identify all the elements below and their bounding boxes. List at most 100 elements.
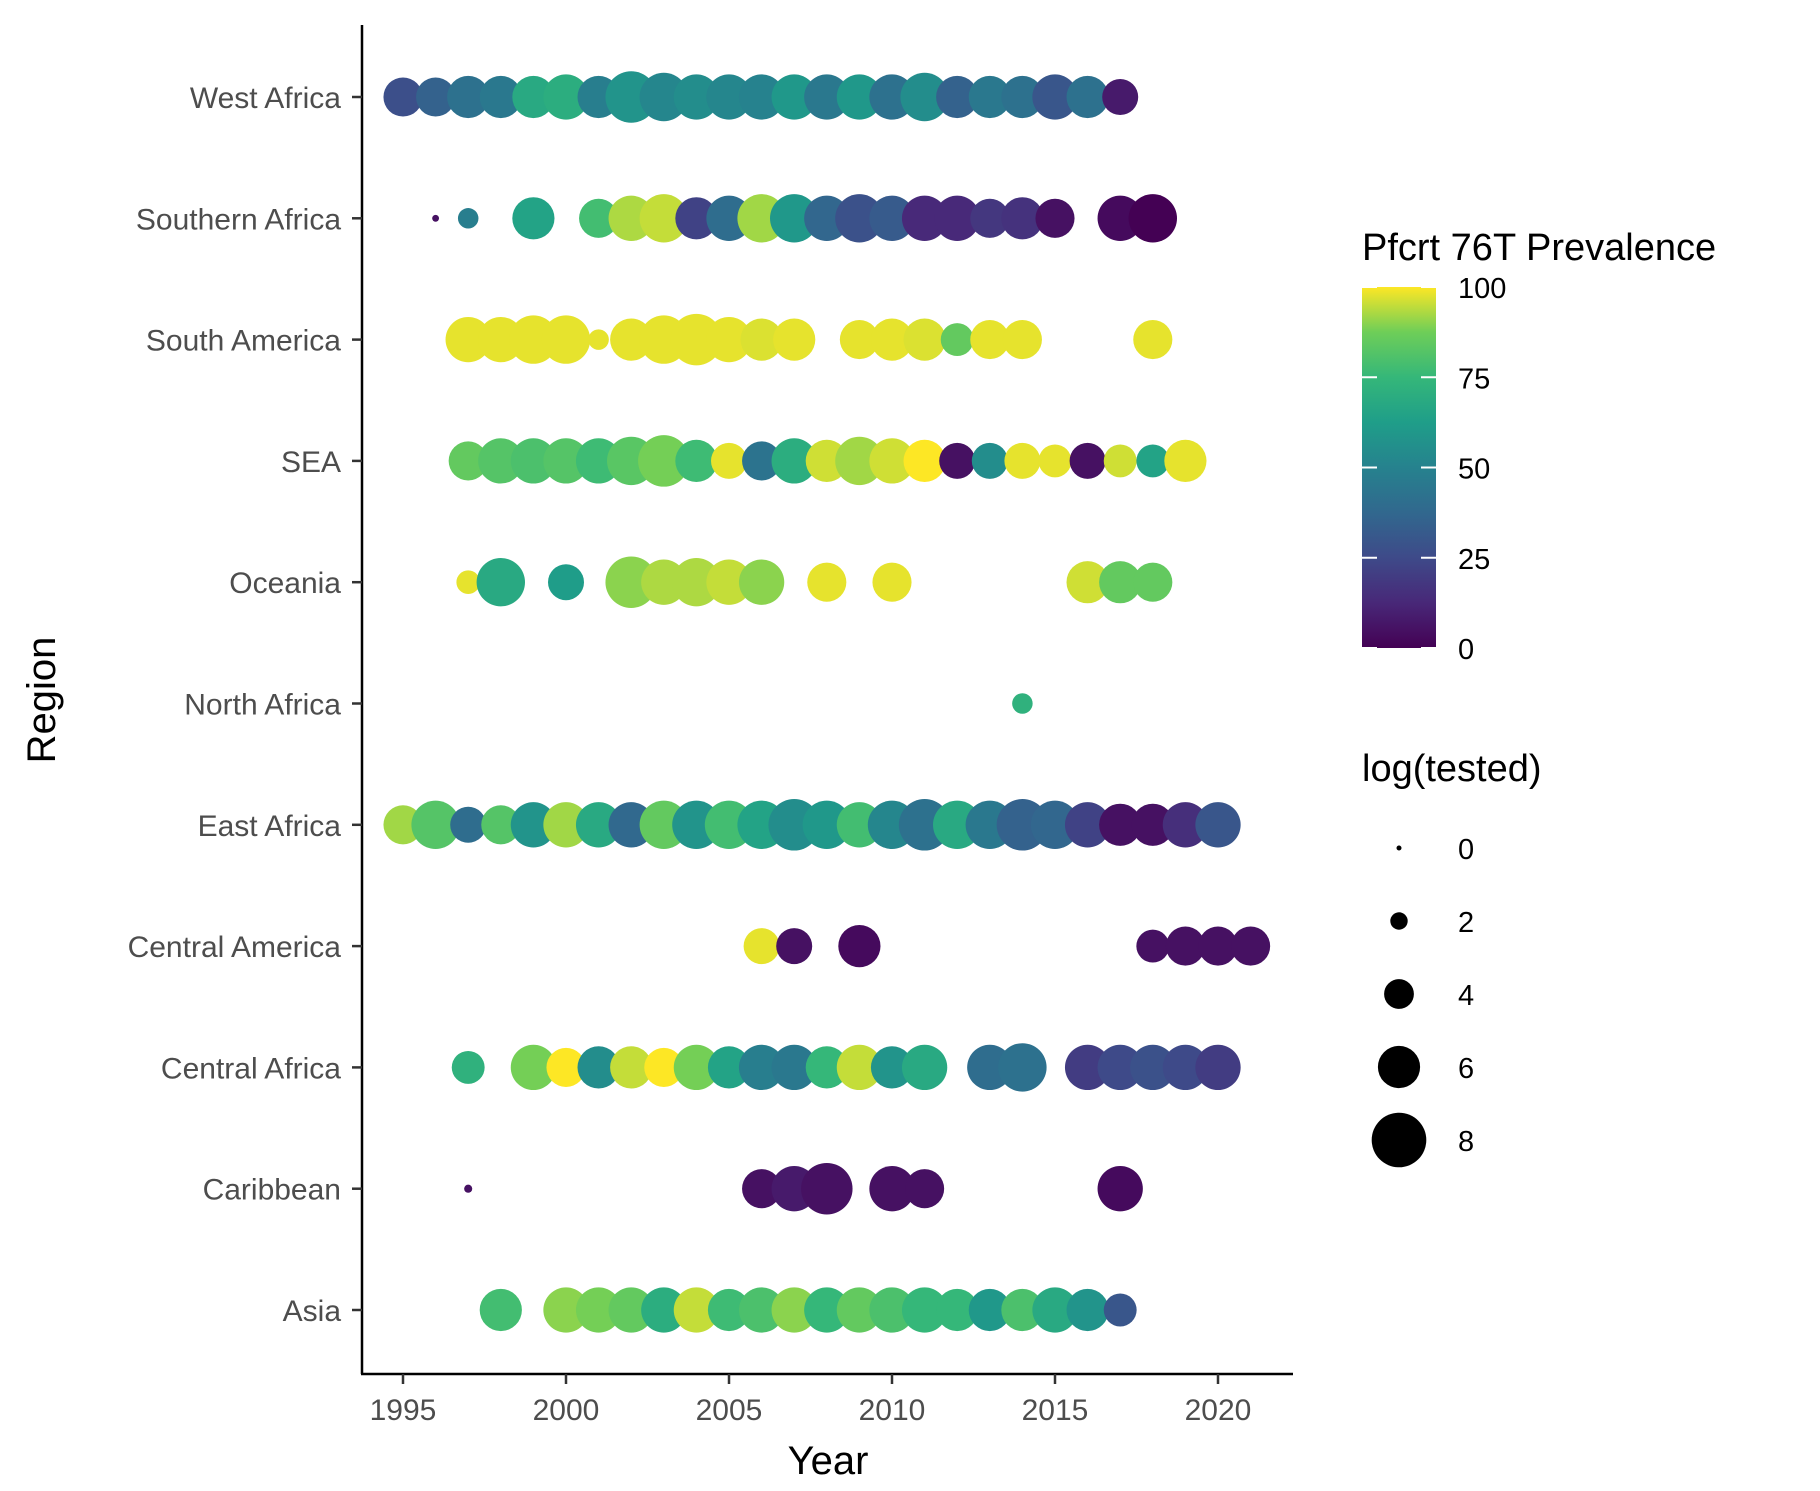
data-point bbox=[738, 74, 785, 120]
data-point bbox=[383, 805, 423, 845]
data-point bbox=[451, 1050, 485, 1084]
data-point bbox=[673, 74, 720, 120]
data-point bbox=[869, 1287, 915, 1333]
data-point bbox=[940, 323, 974, 357]
data-point bbox=[1032, 1287, 1078, 1333]
data-point bbox=[968, 1288, 1011, 1332]
data-point bbox=[512, 197, 555, 240]
data-point bbox=[548, 564, 584, 601]
data-point bbox=[740, 318, 783, 361]
data-point bbox=[804, 1287, 850, 1333]
data-point bbox=[1032, 74, 1078, 120]
size-legend-items: 0 2 4 6 8 bbox=[1371, 834, 1474, 1168]
data-point bbox=[1001, 197, 1044, 240]
data-point bbox=[546, 1047, 586, 1087]
data-point bbox=[870, 318, 914, 361]
color-legend: Pfcrt 76T Prevalence 0 25 50 75 100 bbox=[1362, 227, 1716, 666]
data-point bbox=[738, 559, 785, 605]
data-point bbox=[1103, 444, 1137, 478]
size-legend-dot bbox=[1384, 979, 1414, 1009]
y-tick-label: Oceania bbox=[229, 567, 341, 600]
data-point bbox=[478, 438, 524, 484]
data-point bbox=[1035, 198, 1075, 238]
size-legend-label: 8 bbox=[1458, 1126, 1474, 1158]
y-tick-label: SEA bbox=[281, 446, 341, 479]
data-point bbox=[936, 75, 979, 119]
size-legend-dot bbox=[1377, 1045, 1421, 1089]
data-point bbox=[1038, 444, 1072, 478]
data-point bbox=[510, 438, 557, 484]
data-point bbox=[479, 1288, 522, 1332]
data-point bbox=[711, 442, 747, 479]
size-legend-dot bbox=[1396, 845, 1402, 851]
color-legend-label: 0 bbox=[1458, 634, 1474, 666]
data-point bbox=[448, 441, 488, 481]
data-point bbox=[639, 194, 688, 243]
data-point bbox=[1164, 439, 1207, 482]
color-legend-label: 100 bbox=[1458, 273, 1506, 305]
data-point bbox=[738, 1044, 785, 1091]
y-tick-label: Central Africa bbox=[161, 1052, 341, 1085]
data-point bbox=[971, 442, 1008, 479]
x-tick-label: 2010 bbox=[859, 1394, 926, 1427]
data-point bbox=[1130, 1044, 1176, 1091]
x-tick-label: 2020 bbox=[1185, 1394, 1252, 1427]
size-legend-label: 4 bbox=[1458, 980, 1474, 1012]
color-legend-label: 50 bbox=[1458, 454, 1490, 486]
data-point bbox=[1001, 75, 1044, 119]
data-point bbox=[673, 1287, 720, 1333]
data-point bbox=[1162, 1044, 1209, 1091]
data-point bbox=[476, 558, 525, 607]
data-point bbox=[1231, 926, 1271, 966]
data-points bbox=[383, 71, 1271, 1333]
data-point bbox=[411, 800, 460, 849]
size-legend-label: 6 bbox=[1458, 1053, 1474, 1085]
data-point bbox=[836, 1287, 883, 1333]
data-point bbox=[802, 800, 851, 849]
y-tick-label: West Africa bbox=[190, 82, 341, 115]
y-axis-ticks: West Africa Southern Africa South America S… bbox=[128, 82, 362, 1328]
data-point bbox=[835, 436, 884, 486]
data-point bbox=[416, 77, 456, 117]
data-point bbox=[543, 438, 589, 484]
data-point bbox=[1195, 1044, 1241, 1091]
data-point bbox=[575, 1287, 622, 1333]
data-point bbox=[738, 1287, 785, 1333]
data-point bbox=[1133, 562, 1173, 602]
data-point bbox=[432, 214, 440, 222]
size-legend-dot bbox=[1371, 1112, 1427, 1168]
x-tick-label: 1995 bbox=[370, 1394, 437, 1427]
data-point bbox=[543, 802, 589, 848]
data-point bbox=[770, 194, 819, 243]
data-point bbox=[707, 1046, 751, 1089]
data-point bbox=[1136, 929, 1170, 963]
data-point bbox=[1136, 444, 1170, 478]
data-point bbox=[641, 1287, 687, 1333]
data-point bbox=[835, 194, 884, 243]
data-point bbox=[804, 74, 850, 120]
data-point bbox=[383, 77, 423, 117]
data-point bbox=[588, 329, 609, 350]
data-point bbox=[707, 1288, 751, 1332]
data-point bbox=[1198, 926, 1238, 966]
data-point bbox=[1131, 803, 1174, 846]
data-point bbox=[610, 318, 653, 361]
data-point bbox=[1064, 1044, 1111, 1091]
size-legend: log(tested) 0 2 4 6 8 bbox=[1362, 748, 1542, 1168]
data-point bbox=[903, 439, 946, 482]
data-point bbox=[934, 195, 980, 241]
data-point bbox=[577, 1046, 620, 1089]
data-point bbox=[1102, 79, 1139, 115]
color-legend-label: 25 bbox=[1458, 544, 1490, 576]
data-point bbox=[838, 925, 881, 968]
data-point bbox=[1002, 320, 1042, 360]
data-point bbox=[936, 1288, 979, 1332]
data-point bbox=[836, 74, 883, 120]
data-point bbox=[1162, 802, 1209, 848]
data-point bbox=[771, 74, 817, 120]
data-point bbox=[456, 570, 481, 594]
color-legend-ticks: 0 25 50 75 100 bbox=[1362, 273, 1506, 666]
data-point bbox=[773, 318, 816, 361]
data-point bbox=[510, 1044, 557, 1091]
data-point bbox=[743, 928, 780, 965]
